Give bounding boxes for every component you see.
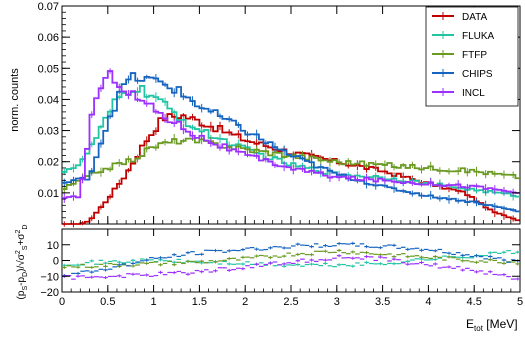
significance-y-tick-label: −20 <box>40 287 59 299</box>
main-y-tick-label: 0.01 <box>38 188 59 200</box>
significance-y-tick-label: −10 <box>40 271 59 283</box>
legend-label-fluka: FLUKA <box>462 31 495 42</box>
x-tick-label: 1.5 <box>192 296 207 308</box>
x-tick-label: 5 <box>517 296 523 308</box>
legend-label-incl: INCL <box>462 88 485 99</box>
significance-panel: −20 −10 0 10 0 0.5 1 1.5 2 2.5 3 3.5 4 4.5 5 (pS-pD)/… <box>15 225 523 333</box>
x-tick-label: 3.5 <box>375 296 390 308</box>
x-tick-label: 4.5 <box>467 296 482 308</box>
x-tick-label: 2.5 <box>283 296 298 308</box>
series-chips-histogram <box>62 72 520 213</box>
legend-label-ftfp: FTFP <box>462 50 487 61</box>
significance-y-axis-label: (pS-pD)/√σ2S+σ2D <box>15 225 29 300</box>
x-tick-label: 1 <box>151 296 157 308</box>
main-histogram-panel: 0.01 0.02 0.03 0.04 0.05 0.06 0.07 norm. count… <box>9 1 521 228</box>
legend-items: DATA FLUKA FTFP CHIPS INCL <box>432 12 495 99</box>
main-y-tick-label: 0.02 <box>38 157 59 169</box>
legend-box <box>425 6 519 107</box>
legend: DATA FLUKA FTFP CHIPS INCL <box>425 6 519 107</box>
x-tick-label: 2 <box>242 296 248 308</box>
main-y-tick-label: 0.04 <box>38 94 59 106</box>
significance-series-group <box>62 241 520 281</box>
main-y-tick-label: 0.06 <box>38 32 59 44</box>
main-series-group <box>62 68 520 228</box>
x-tick-label: 3 <box>334 296 340 308</box>
significance-y-tick-label: 0 <box>53 256 59 268</box>
significance-x-ticks: 0 0.5 1 1.5 2 2.5 3 3.5 4 4.5 5 <box>59 229 523 308</box>
x-tick-label: 0 <box>59 296 65 308</box>
main-y-tick-label: 0.05 <box>38 63 59 75</box>
significance-y-tick-label: 10 <box>47 240 59 252</box>
x-axis-label: Etot [MeV] <box>466 317 518 333</box>
series-incl-histogram <box>62 70 520 200</box>
significance-y-label-text: (pS-pD)/√σ2S+σ2D <box>15 225 29 300</box>
main-y-tick-label: 0.07 <box>38 1 59 13</box>
main-y-ticks: 0.01 0.02 0.03 0.04 0.05 0.06 0.07 <box>38 1 520 219</box>
legend-label-data: DATA <box>462 12 488 23</box>
main-y-axis-label: norm. counts <box>9 68 21 132</box>
x-tick-label: 0.5 <box>100 296 115 308</box>
significance-y-ticks: −20 −10 0 10 <box>40 240 520 299</box>
x-tick-label: 4 <box>425 296 431 308</box>
main-y-tick-label: 0.03 <box>38 126 59 138</box>
legend-label-chips: CHIPS <box>462 69 493 80</box>
